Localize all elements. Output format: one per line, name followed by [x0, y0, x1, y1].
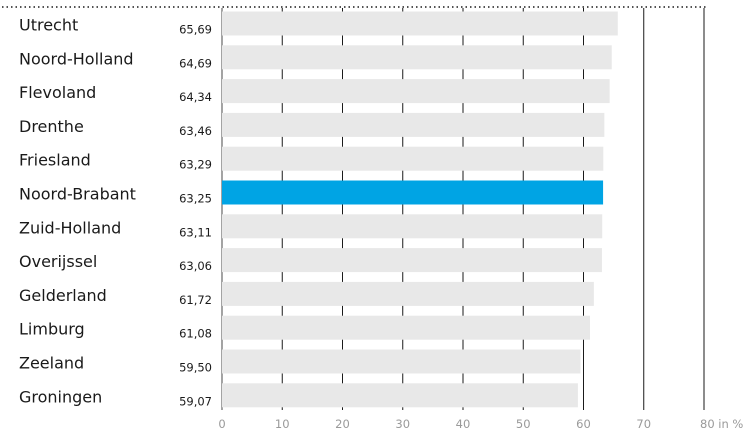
category-label: Friesland — [19, 151, 91, 170]
value-label: 63,25 — [179, 192, 212, 206]
x-tick-label: 30 — [395, 417, 410, 431]
value-labels: 65,69 64,69 64,34 63,46 63,29 63,25 63,11 63,06… — [179, 23, 212, 409]
bar-friesland — [222, 146, 604, 171]
x-tick-label: 10 — [275, 417, 290, 431]
category-label: Zuid-Holland — [19, 218, 121, 237]
value-label: 63,46 — [179, 124, 212, 138]
category-label: Overijssel — [19, 252, 97, 271]
value-label: 59,07 — [179, 394, 212, 408]
category-label: Drenthe — [19, 117, 84, 136]
category-label: Noord-Holland — [19, 49, 134, 68]
category-labels: Utrecht Noord-Holland Flevoland Drenthe Frie… — [19, 16, 136, 407]
value-label: 64,69 — [179, 56, 212, 70]
bar-gelderland — [222, 281, 594, 306]
x-tick-label: 80 in % — [700, 417, 743, 431]
x-tick-label: 70 — [636, 417, 651, 431]
x-tick-label: 20 — [335, 417, 350, 431]
value-label: 61,08 — [179, 327, 212, 341]
x-tick-label: 0 — [218, 417, 225, 431]
bar-highlight-noord-brabant — [222, 180, 604, 205]
category-label: Noord-Brabant — [19, 185, 136, 204]
value-label: 63,11 — [179, 225, 212, 239]
x-tick-label: 50 — [516, 417, 531, 431]
bar-zuid-holland — [222, 214, 603, 239]
bars — [222, 11, 618, 408]
category-label: Gelderland — [19, 286, 107, 305]
bar-utrecht — [222, 11, 618, 36]
category-label: Flevoland — [19, 83, 96, 102]
bar-limburg — [222, 315, 591, 340]
bar-noord-holland — [222, 45, 612, 70]
x-tick-labels: 0 10 20 30 40 50 60 70 80 in % — [218, 417, 743, 431]
value-label: 59,50 — [179, 361, 212, 375]
value-label: 63,06 — [179, 259, 212, 273]
category-label: Groningen — [19, 387, 102, 406]
category-label: Zeeland — [19, 354, 84, 373]
bar-zeeland — [222, 349, 581, 374]
x-tick-label: 60 — [576, 417, 591, 431]
value-label: 61,72 — [179, 293, 212, 307]
bar-groningen — [222, 383, 578, 408]
gridlines — [221, 8, 705, 410]
bar-overijssel — [222, 248, 602, 273]
value-label: 64,34 — [179, 90, 212, 104]
category-label: Limburg — [19, 320, 85, 339]
bar-drenthe — [222, 112, 605, 137]
x-tick-label: 40 — [456, 417, 471, 431]
value-label: 65,69 — [179, 23, 212, 37]
value-label: 63,29 — [179, 158, 212, 172]
category-label: Utrecht — [19, 16, 78, 35]
bar-flevoland — [222, 79, 610, 104]
